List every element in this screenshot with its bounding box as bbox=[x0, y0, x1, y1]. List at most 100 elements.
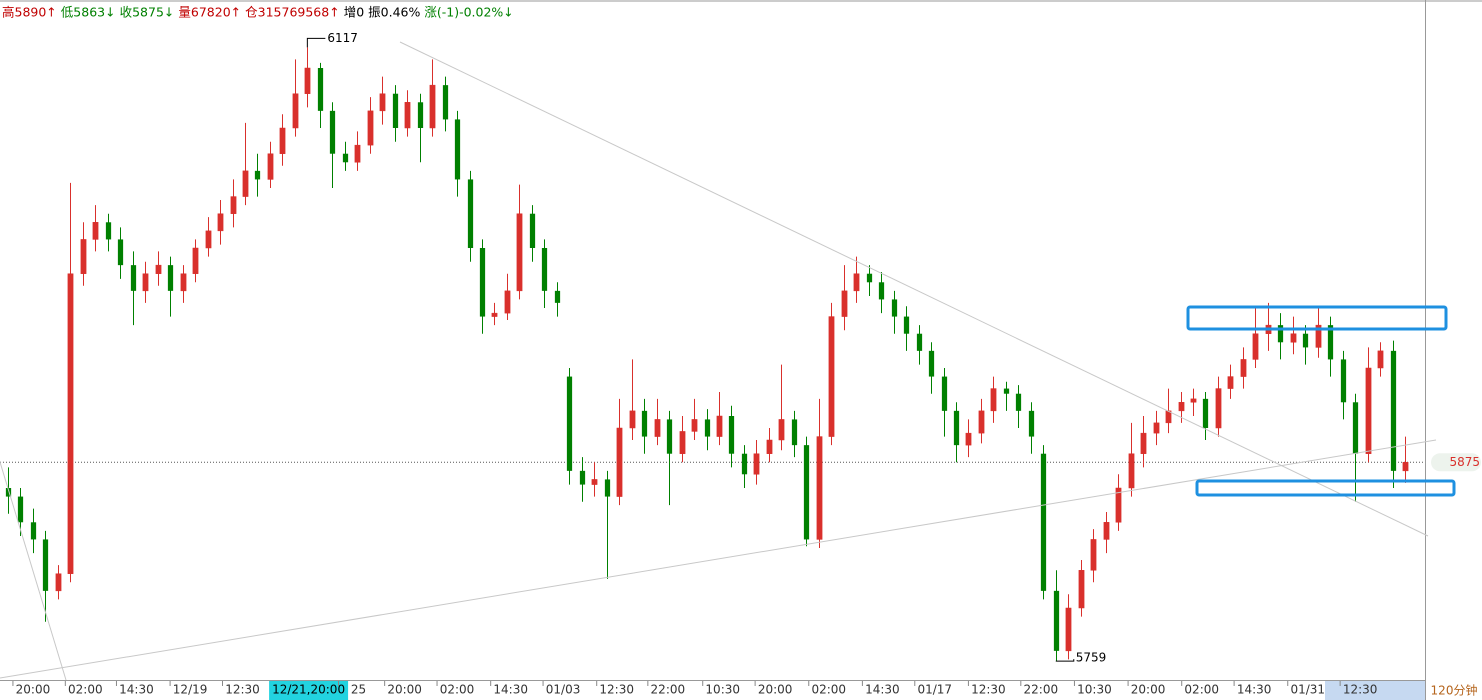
x-tick-label: 20:00 bbox=[16, 683, 51, 697]
x-tick-label: 01/03 bbox=[546, 683, 581, 697]
candle-body bbox=[167, 265, 174, 291]
candle-body bbox=[716, 415, 723, 437]
header-item: 振0.46% bbox=[368, 5, 420, 20]
candle-body bbox=[1302, 333, 1309, 348]
last-price-badge bbox=[1431, 453, 1481, 472]
candle-body bbox=[5, 488, 12, 497]
candle-body bbox=[1252, 333, 1259, 360]
candle-body bbox=[1115, 487, 1122, 523]
candle-body bbox=[192, 247, 199, 274]
header-item: 高5890↑ bbox=[2, 5, 57, 20]
candle-body bbox=[1153, 422, 1160, 434]
x-tick-label: 22:00 bbox=[1024, 683, 1059, 697]
candle-body bbox=[392, 93, 399, 128]
candle-body bbox=[529, 213, 536, 248]
header-item: 仓315769568↑ bbox=[245, 5, 340, 20]
candle-body bbox=[180, 273, 187, 292]
candle-body bbox=[641, 410, 648, 437]
candle-body bbox=[454, 119, 461, 180]
trend-line bbox=[399, 41, 1429, 537]
candle-body bbox=[1190, 398, 1197, 403]
candle-body bbox=[1090, 539, 1097, 571]
candle-body bbox=[479, 248, 486, 317]
candle-body bbox=[67, 273, 74, 574]
x-tick-label: 14:30 bbox=[493, 683, 528, 697]
candle-body bbox=[766, 439, 773, 454]
candle-body bbox=[354, 144, 361, 163]
candle-body bbox=[516, 213, 523, 292]
x-tick-label: 12:30 bbox=[971, 683, 1006, 697]
candle-body bbox=[1352, 402, 1359, 454]
x-tick-label: 02:00 bbox=[811, 683, 846, 697]
candle-body bbox=[903, 316, 910, 334]
annotation-leader bbox=[1055, 659, 1075, 662]
candle-body bbox=[1315, 324, 1322, 348]
candle-body bbox=[1178, 402, 1185, 412]
x-tick-label: 10:30 bbox=[1077, 683, 1112, 697]
candle-body bbox=[254, 170, 261, 180]
x-tick-label: 12/21,20:00 bbox=[272, 683, 345, 697]
candle-body bbox=[429, 84, 436, 129]
candle-body bbox=[1290, 333, 1297, 343]
candle-body bbox=[217, 213, 224, 232]
highlight-box bbox=[1195, 479, 1456, 497]
candle-body bbox=[1277, 325, 1284, 343]
x-tick-label: 25 bbox=[351, 683, 366, 697]
candle-body bbox=[279, 127, 286, 154]
candle-body bbox=[105, 222, 112, 240]
candle-body bbox=[142, 273, 149, 292]
period-label: 120分钟 bbox=[1431, 683, 1478, 698]
candle-body bbox=[379, 93, 386, 112]
plot-area bbox=[0, 47, 1425, 662]
candle-body bbox=[791, 419, 798, 446]
candle-body bbox=[267, 153, 274, 180]
x-tick-label: 22:00 bbox=[651, 683, 686, 697]
candle-body bbox=[666, 419, 673, 454]
candle-body bbox=[816, 436, 823, 540]
candle-body bbox=[679, 431, 686, 454]
candle-body bbox=[704, 419, 711, 437]
header-item: 收5875↓ bbox=[120, 5, 175, 20]
candle-body bbox=[342, 153, 349, 163]
candle-body bbox=[92, 222, 99, 240]
candle-body bbox=[491, 312, 498, 317]
candle-body bbox=[616, 427, 623, 497]
x-tick-label: 20:00 bbox=[1131, 683, 1166, 697]
candle-body bbox=[541, 248, 548, 291]
x-tick-label: 01/17 bbox=[917, 683, 952, 697]
candle-body bbox=[1202, 398, 1209, 428]
candle-body bbox=[866, 273, 873, 283]
candle-body bbox=[442, 85, 449, 120]
candle-body bbox=[17, 496, 24, 523]
trend-line bbox=[0, 439, 1437, 679]
x-tick-label: 02:00 bbox=[68, 683, 103, 697]
trend-line bbox=[0, 461, 67, 681]
candle-body bbox=[629, 410, 636, 429]
candle-body bbox=[579, 470, 586, 485]
candle-body bbox=[941, 376, 948, 411]
candle-body bbox=[928, 350, 935, 377]
candle-body bbox=[654, 419, 661, 437]
candle-body bbox=[155, 264, 162, 274]
candle-body bbox=[1065, 607, 1072, 652]
candle-body bbox=[1003, 388, 1010, 394]
candle-body bbox=[1015, 393, 1022, 411]
x-tick-label: 14:30 bbox=[865, 683, 900, 697]
x-tick-label: 20:00 bbox=[758, 683, 793, 697]
candle-body bbox=[1327, 325, 1334, 360]
candle-body bbox=[978, 410, 985, 434]
candle-body bbox=[1365, 367, 1372, 454]
candle-body bbox=[417, 102, 424, 128]
candle-body bbox=[1128, 453, 1135, 489]
candle-body bbox=[317, 68, 324, 111]
candle-body bbox=[1040, 453, 1047, 591]
candle-body bbox=[292, 93, 299, 129]
highlight-box bbox=[1186, 305, 1448, 331]
x-tick-label: 02:00 bbox=[440, 683, 475, 697]
x-tick-label: 14:30 bbox=[119, 683, 154, 697]
time-highlight bbox=[1325, 681, 1425, 700]
candle-body bbox=[591, 479, 598, 485]
candle-body bbox=[741, 453, 748, 475]
